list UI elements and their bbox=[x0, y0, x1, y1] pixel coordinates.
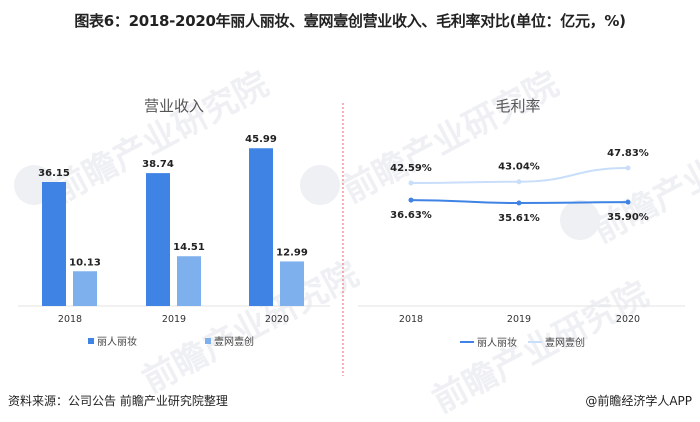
bar bbox=[73, 271, 97, 306]
line-chart-title: 毛利率 bbox=[495, 97, 540, 115]
data-label: 43.04% bbox=[498, 162, 540, 173]
data-point bbox=[625, 199, 631, 205]
data-label: 36.15 bbox=[38, 168, 70, 179]
data-point bbox=[516, 179, 522, 185]
data-point bbox=[408, 180, 414, 186]
legend-label: 丽人丽妆 bbox=[477, 336, 517, 349]
watermark-logo-icon bbox=[560, 200, 600, 240]
data-point bbox=[625, 165, 631, 171]
watermark-logo-icon bbox=[300, 165, 340, 205]
chart-title: 图表6：2018-2020年丽人丽妆、壹网壹创营业收入、毛利率对比(单位：亿元，… bbox=[74, 12, 626, 30]
legend-swatch bbox=[88, 338, 94, 344]
x-tick-label: 2020 bbox=[616, 314, 640, 325]
data-point bbox=[408, 197, 414, 203]
x-tick-label: 2018 bbox=[399, 314, 423, 325]
credit-note: @前瞻经济学人APP bbox=[585, 394, 692, 408]
bar bbox=[177, 256, 201, 306]
data-label: 12.99 bbox=[276, 247, 308, 258]
source-note: 资料来源：公司公告 前瞻产业研究院整理 bbox=[8, 394, 228, 408]
data-label: 45.99 bbox=[245, 134, 277, 145]
data-label: 38.74 bbox=[142, 159, 174, 170]
data-label: 47.83% bbox=[607, 148, 649, 159]
data-label: 35.61% bbox=[498, 213, 540, 224]
data-label: 35.90% bbox=[607, 212, 649, 223]
bar bbox=[146, 173, 170, 306]
x-tick-label: 2019 bbox=[162, 314, 186, 325]
legend-label: 壹网壹创 bbox=[214, 335, 254, 348]
legend-label: 丽人丽妆 bbox=[97, 335, 137, 348]
bar bbox=[249, 148, 273, 306]
data-label: 42.59% bbox=[390, 163, 432, 174]
legend-swatch bbox=[205, 338, 211, 344]
bar-chart-title: 营业收入 bbox=[144, 97, 204, 115]
x-tick-label: 2019 bbox=[507, 314, 531, 325]
data-label: 14.51 bbox=[173, 242, 205, 253]
x-tick-label: 2020 bbox=[265, 314, 289, 325]
data-label: 10.13 bbox=[69, 257, 101, 268]
data-label: 36.63% bbox=[390, 210, 432, 221]
bar bbox=[280, 261, 304, 306]
bar bbox=[42, 182, 66, 306]
legend-label: 壹网壹创 bbox=[545, 336, 585, 349]
data-point bbox=[516, 200, 522, 206]
x-tick-label: 2018 bbox=[58, 314, 82, 325]
